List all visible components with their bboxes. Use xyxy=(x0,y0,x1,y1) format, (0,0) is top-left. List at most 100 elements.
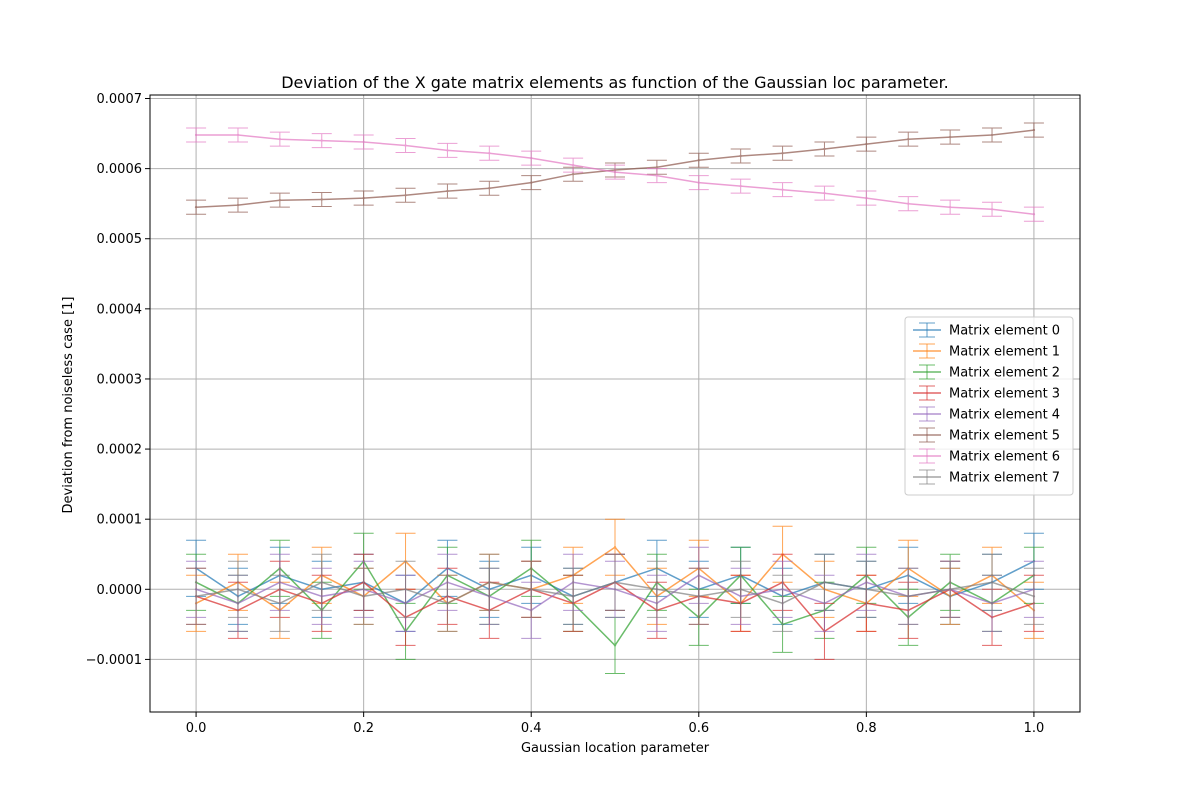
data-point xyxy=(823,147,826,151)
legend-label: Matrix element 7 xyxy=(949,471,1060,486)
legend-item: Matrix element 2 xyxy=(913,364,1060,381)
data-point xyxy=(446,602,449,605)
y-tick-label: 0.0002 xyxy=(97,443,143,458)
x-tick-label: 0.4 xyxy=(521,721,542,736)
legend-item: Matrix element 4 xyxy=(913,406,1060,423)
data-point xyxy=(571,173,575,176)
data-point xyxy=(446,189,449,193)
legend-label: Matrix element 2 xyxy=(949,366,1060,381)
chart-title: Deviation of the X gate matrix elements … xyxy=(281,73,949,92)
data-point xyxy=(990,133,994,137)
data-point xyxy=(865,588,868,591)
data-point xyxy=(823,581,826,584)
y-tick-label: 0.0003 xyxy=(97,372,143,387)
data-point xyxy=(613,581,617,584)
x-tick-label: 1.0 xyxy=(1024,721,1045,736)
data-point xyxy=(571,163,575,167)
x-tick-label: 0.8 xyxy=(856,721,877,736)
data-point xyxy=(1032,128,1036,132)
data-point xyxy=(781,602,784,605)
data-point xyxy=(320,198,323,201)
data-point xyxy=(446,149,449,152)
legend-item: Matrix element 0 xyxy=(913,322,1060,339)
data-point xyxy=(907,137,910,141)
data-point xyxy=(613,170,617,174)
y-tick-label: −0.0001 xyxy=(86,653,142,668)
data-point xyxy=(948,135,952,139)
data-point xyxy=(739,184,742,188)
data-point xyxy=(404,194,407,197)
data-point xyxy=(990,208,994,211)
data-point xyxy=(613,644,617,647)
legend-label: Matrix element 0 xyxy=(949,324,1060,339)
data-point xyxy=(362,196,365,200)
data-point xyxy=(990,581,994,584)
data-point xyxy=(571,595,575,598)
data-point xyxy=(865,196,868,200)
plot-series xyxy=(186,122,1044,674)
legend-box xyxy=(904,316,1074,496)
data-point xyxy=(781,188,784,191)
data-point xyxy=(236,588,240,591)
data-point xyxy=(236,133,240,137)
data-point xyxy=(907,202,910,205)
legend-item: Matrix element 1 xyxy=(913,343,1060,360)
data-point xyxy=(865,142,868,146)
data-point xyxy=(697,181,700,184)
data-point xyxy=(362,140,365,144)
data-point xyxy=(404,588,407,591)
legend-label: Matrix element 5 xyxy=(949,429,1060,444)
data-point xyxy=(278,198,282,202)
data-point xyxy=(613,546,617,549)
data-point xyxy=(194,205,198,209)
data-point xyxy=(320,581,323,584)
data-point xyxy=(530,156,533,160)
data-point xyxy=(739,588,742,591)
data-point xyxy=(278,137,282,141)
legend-item: Matrix element 3 xyxy=(913,385,1060,402)
data-point xyxy=(823,191,826,195)
x-tick-label: 0.6 xyxy=(688,721,709,736)
x-tick-label: 0.0 xyxy=(186,721,207,736)
data-point xyxy=(655,174,659,177)
legend-label: Matrix element 4 xyxy=(949,408,1060,423)
x-tick-label: 0.2 xyxy=(353,721,374,736)
data-point xyxy=(404,144,407,147)
data-point xyxy=(1032,595,1036,598)
series-7 xyxy=(186,553,1044,632)
legend-label: Matrix element 1 xyxy=(949,345,1060,360)
data-point xyxy=(320,139,323,142)
data-point xyxy=(488,581,491,584)
y-tick-label: 0.0006 xyxy=(97,162,143,177)
data-point xyxy=(1032,212,1036,216)
data-point xyxy=(236,203,240,207)
data-point xyxy=(739,154,742,158)
data-point xyxy=(697,595,700,598)
data-point xyxy=(488,151,491,155)
series-6 xyxy=(186,127,1044,222)
legend-label: Matrix element 3 xyxy=(949,387,1060,402)
data-point xyxy=(278,602,282,605)
legend-label: Matrix element 6 xyxy=(949,450,1060,465)
data-point xyxy=(488,187,491,190)
y-tick-label: 0.0004 xyxy=(97,302,143,317)
legend-item: Matrix element 5 xyxy=(913,427,1060,444)
data-point xyxy=(362,595,365,598)
y-tick-label: 0.0001 xyxy=(97,513,143,528)
legend-item: Matrix element 7 xyxy=(913,469,1060,486)
data-point xyxy=(530,181,533,184)
legend: Matrix element 0 Matrix element 1 Matrix e… xyxy=(904,316,1074,496)
data-point xyxy=(194,133,198,137)
data-point xyxy=(530,588,533,591)
data-point xyxy=(907,595,910,598)
y-tick-label: 0.0000 xyxy=(97,583,143,598)
data-point xyxy=(655,588,659,591)
x-axis-label: Gaussian location parameter xyxy=(521,741,710,756)
plot-frame xyxy=(149,94,1081,713)
y-tick-label: 0.0007 xyxy=(97,92,143,107)
data-point xyxy=(781,151,784,155)
legend-item: Matrix element 6 xyxy=(913,448,1060,465)
data-point xyxy=(194,595,198,598)
y-axis-label: Deviation from noiseless case [1] xyxy=(61,297,76,514)
